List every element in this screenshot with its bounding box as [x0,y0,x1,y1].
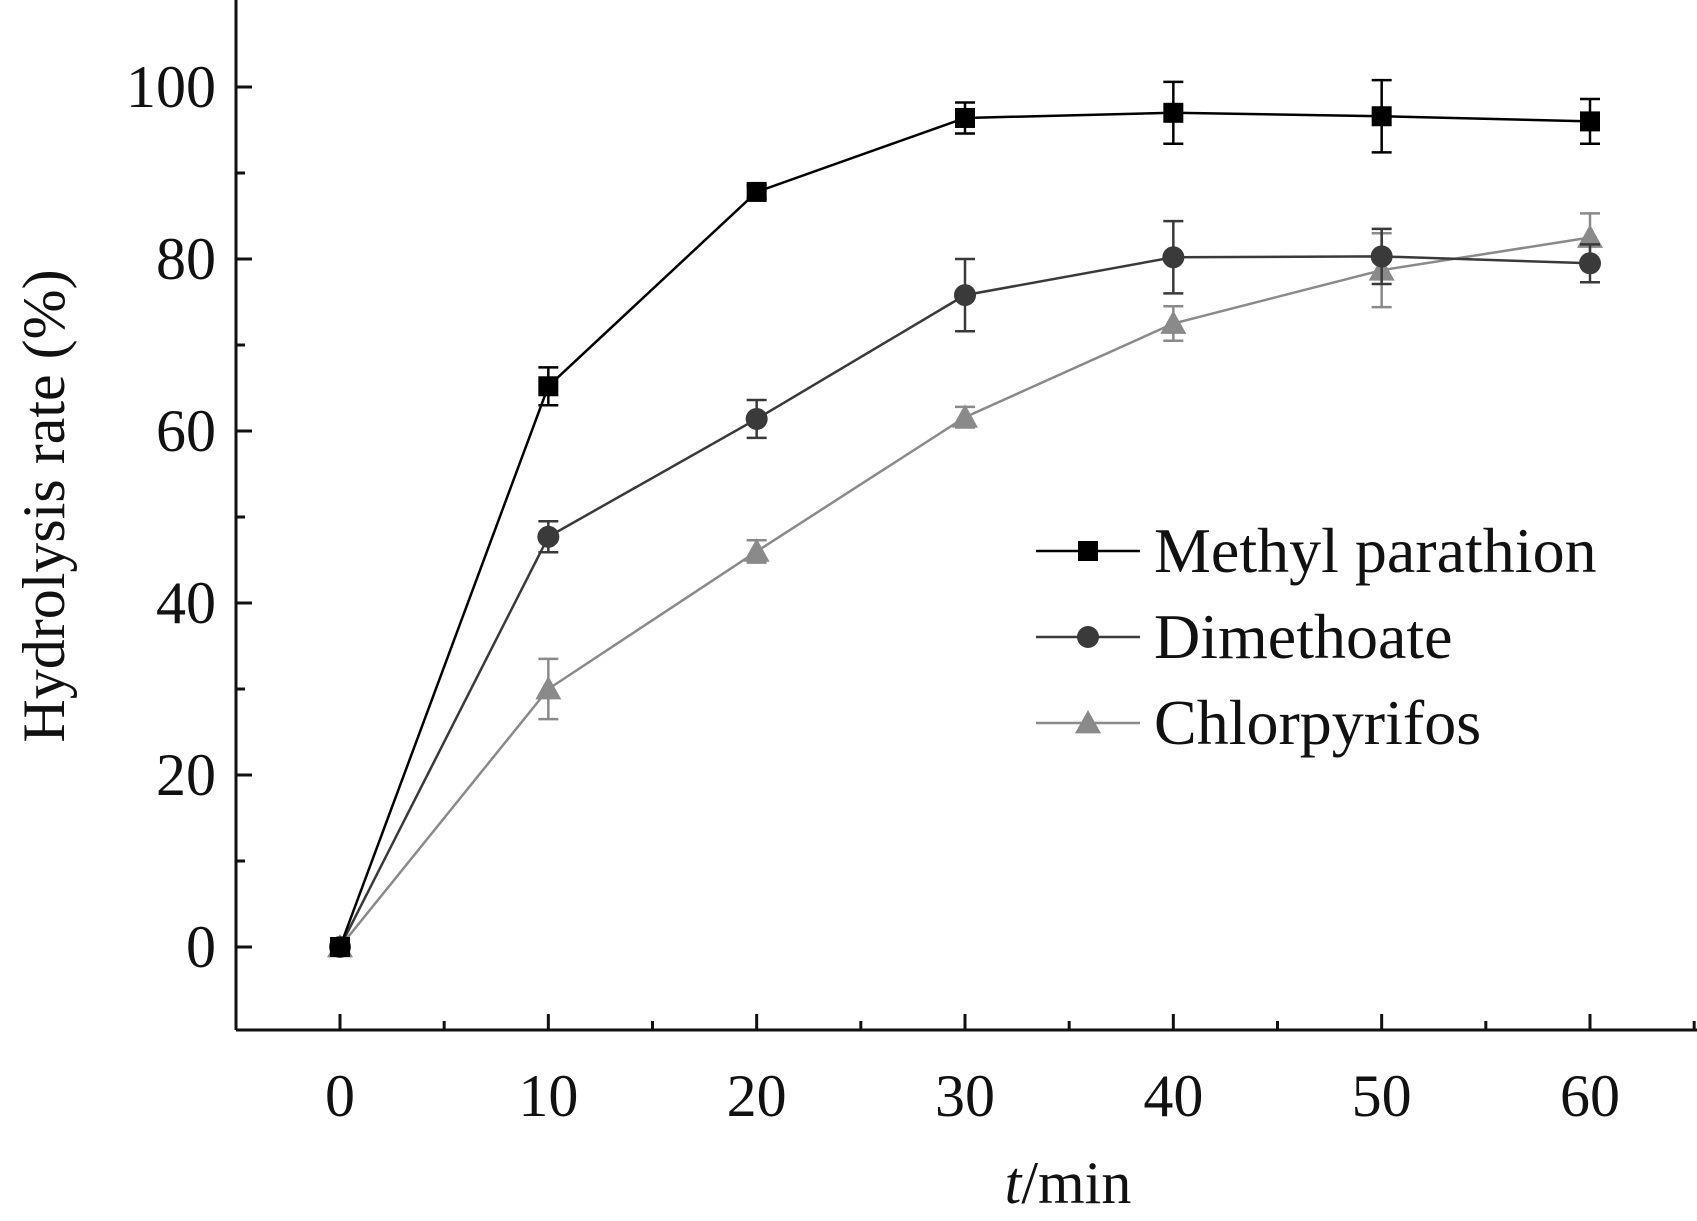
series-line [339,236,1591,948]
x-tick-label: 10 [518,1063,578,1129]
data-point [746,181,767,202]
data-point [535,676,562,700]
x-axis-title-italic: t [1005,1150,1023,1216]
data-point [537,525,560,548]
x-axis-title-rest: /min [1021,1150,1131,1216]
data-point [330,937,350,957]
x-tick-label: 30 [935,1063,995,1129]
data-point [1371,106,1392,127]
y-tick-label: 20 [156,742,216,808]
series [327,78,1603,958]
x-tick-label: 40 [1143,1063,1203,1129]
y-axis-title: Hydrolysis rate (%) [11,269,77,742]
legend: Methyl parathion Dimethoate Chlorpyrifos [1036,515,1597,758]
x-tick-label: 50 [1352,1063,1412,1129]
legend-label: Dimethoate [1154,601,1453,672]
y-tick-label: 0 [186,914,216,980]
data-point [1160,310,1187,334]
legend-marker [1077,626,1099,648]
data-point [745,407,768,430]
y-tick-label: 40 [156,570,216,636]
y-tick-label: 60 [156,398,216,464]
x-tick-label: 20 [727,1063,787,1129]
legend-item: Dimethoate [1036,601,1453,672]
legend-label: Chlorpyrifos [1154,687,1481,758]
legend-item: Methyl parathion [1036,515,1597,586]
y-tick-label: 80 [156,226,216,292]
data-point [1162,246,1185,269]
legend-label: Methyl parathion [1154,515,1597,586]
legend-marker [1078,541,1098,561]
x-axis-title: t/min [1005,1150,1132,1216]
data-point [538,376,559,397]
legend-marker [1075,710,1101,734]
ticks: 0 20 40 60 80 100 0 10 20 30 40 50 60 [126,54,1696,1129]
x-tick-label: 0 [325,1063,355,1129]
data-point [1163,102,1184,123]
series-circle [329,219,1601,958]
data-point [954,284,976,307]
y-tick-label: 100 [126,54,216,120]
data-point [952,404,978,428]
x-tick-label: 60 [1560,1063,1620,1129]
legend-item: Chlorpyrifos [1036,687,1481,758]
data-point [743,538,770,562]
series-square [330,78,1600,957]
data-point [1579,252,1601,275]
data-point [1370,245,1393,268]
data-point [1580,111,1600,132]
data-point [955,107,975,128]
data-point [1577,224,1603,248]
